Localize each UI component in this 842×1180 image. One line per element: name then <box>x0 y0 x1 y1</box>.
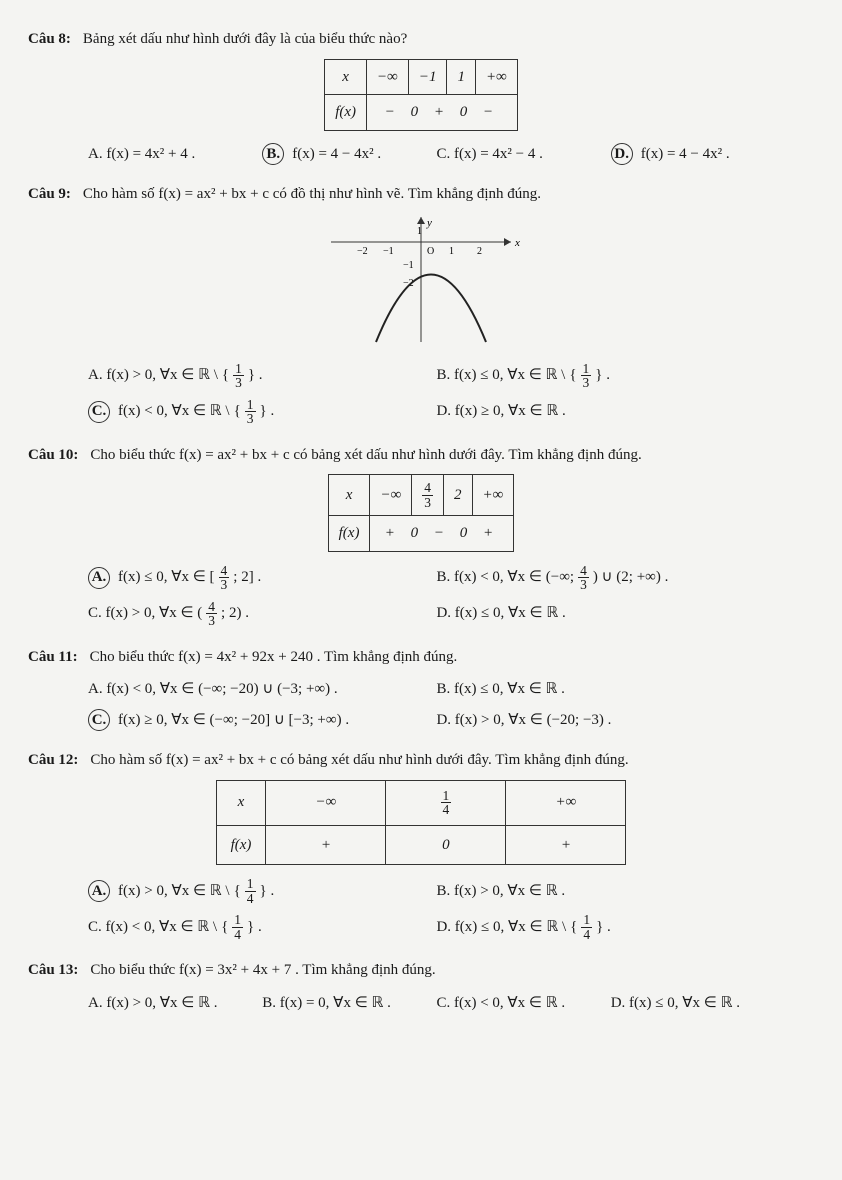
q12-sign-table: x −∞ 14 +∞ f(x) + 0 + <box>216 780 627 866</box>
q10-opt-d: D. f(x) ≤ 0, ∀x ∈ ℝ . <box>436 600 784 628</box>
q8-t-r1c5: +∞ <box>475 59 517 95</box>
q8-opt-c: C. f(x) = 4x² − 4 . <box>436 143 610 166</box>
q8-t-r1c2: −∞ <box>367 59 409 95</box>
question-9: Câu 9: Cho hàm số f(x) = ax² + bx + c có… <box>28 183 814 430</box>
q12-opt-c: C. f(x) < 0, ∀x ∈ ℝ \ {14} . <box>88 913 436 941</box>
svg-text:−1: −1 <box>383 246 394 257</box>
circled-a-icon: A. <box>88 567 110 589</box>
q8-num: Câu 8: <box>28 28 71 51</box>
q8-t-r1c1: x <box>325 59 367 95</box>
svg-text:O: O <box>427 246 434 257</box>
svg-text:−2: −2 <box>357 246 368 257</box>
circled-b-icon: B. <box>262 143 284 165</box>
q9-text: Cho hàm số f(x) = ax² + bx + c có đồ thị… <box>83 183 814 206</box>
q11-opt-c: C.f(x) ≥ 0, ∀x ∈ (−∞; −20] ∪ [−3; +∞) . <box>88 709 436 732</box>
q11-opt-a: A. f(x) < 0, ∀x ∈ (−∞; −20) ∪ (−3; +∞) . <box>88 678 436 701</box>
q10-opt-c: C. f(x) > 0, ∀x ∈ (43; 2) . <box>88 600 436 628</box>
circled-a-icon: A. <box>88 880 110 902</box>
q9-graph: y x 1 −2 −1 O 1 2 −1 −2 <box>311 212 531 352</box>
question-10: Câu 10: Cho biểu thức f(x) = ax² + bx + … <box>28 444 814 632</box>
q8-sign-table: x −∞ −1 1 +∞ f(x) − 0 + 0 − <box>324 59 518 131</box>
q9-opt-a: A. f(x) > 0, ∀x ∈ ℝ \ {13} . <box>88 362 436 390</box>
q8-t-r1c3: −1 <box>408 59 447 95</box>
q12-text: Cho hàm số f(x) = ax² + bx + c có bảng x… <box>90 749 814 772</box>
q10-opt-a: A. f(x) ≤ 0, ∀x ∈ [43; 2] . <box>88 564 436 592</box>
q8-opt-a: A. f(x) = 4x² + 4 . <box>88 143 262 166</box>
question-12: Câu 12: Cho hàm số f(x) = ax² + bx + c c… <box>28 749 814 945</box>
circled-c-icon: C. <box>88 709 110 731</box>
q9-opt-d: D. f(x) ≥ 0, ∀x ∈ ℝ . <box>436 398 784 426</box>
q10-opt-b: B. f(x) < 0, ∀x ∈ (−∞; 43) ∪ (2; +∞) . <box>436 564 784 592</box>
svg-text:2: 2 <box>477 246 482 257</box>
q9-num: Câu 9: <box>28 183 71 206</box>
q8-text: Bảng xét dấu như hình dưới đây là của bi… <box>83 28 814 51</box>
question-11: Câu 11: Cho biểu thức f(x) = 4x² + 92x +… <box>28 646 814 736</box>
q10-sign-table: x −∞ 43 2 +∞ f(x) + 0 − 0 + <box>328 474 515 552</box>
question-8: Câu 8: Bảng xét dấu như hình dưới đây là… <box>28 28 814 169</box>
q13-opt-d: D. f(x) ≤ 0, ∀x ∈ ℝ . <box>611 992 785 1015</box>
svg-text:1: 1 <box>449 246 454 257</box>
q12-opt-a: A. f(x) > 0, ∀x ∈ ℝ \ {14} . <box>88 877 436 905</box>
q12-num: Câu 12: <box>28 749 78 772</box>
q10-text: Cho biểu thức f(x) = ax² + bx + c có bản… <box>90 444 814 467</box>
q11-opt-b: B. f(x) ≤ 0, ∀x ∈ ℝ . <box>436 678 784 701</box>
svg-text:1: 1 <box>417 226 422 237</box>
q13-num: Câu 13: <box>28 959 78 982</box>
q8-t-r2c2: − 0 + 0 − <box>367 95 518 131</box>
circled-d-icon: D. <box>611 143 633 165</box>
circled-c-icon: C. <box>88 401 110 423</box>
q11-num: Câu 11: <box>28 646 78 669</box>
q13-text: Cho biểu thức f(x) = 3x² + 4x + 7 . Tìm … <box>90 959 814 982</box>
q8-t-r1c4: 1 <box>447 59 476 95</box>
q9-opt-b: B. f(x) ≤ 0, ∀x ∈ ℝ \ {13} . <box>436 362 784 390</box>
q9-opt-c: C. f(x) < 0, ∀x ∈ ℝ \ {13} . <box>88 398 436 426</box>
q8-opt-b: B.f(x) = 4 − 4x² . <box>262 143 436 166</box>
svg-text:−1: −1 <box>403 260 414 271</box>
q10-num: Câu 10: <box>28 444 78 467</box>
q12-opt-d: D. f(x) ≤ 0, ∀x ∈ ℝ \ {14} . <box>436 913 784 941</box>
svg-text:x: x <box>514 237 520 249</box>
q8-t-r2c1: f(x) <box>325 95 367 131</box>
q11-text: Cho biểu thức f(x) = 4x² + 92x + 240 . T… <box>90 646 814 669</box>
q11-opt-d: D. f(x) > 0, ∀x ∈ (−20; −3) . <box>436 709 784 732</box>
svg-text:y: y <box>426 217 432 229</box>
q13-opt-a: A. f(x) > 0, ∀x ∈ ℝ . <box>88 992 262 1015</box>
q13-opt-b: B. f(x) = 0, ∀x ∈ ℝ . <box>262 992 436 1015</box>
q12-opt-b: B. f(x) > 0, ∀x ∈ ℝ . <box>436 877 784 905</box>
q13-opt-c: C. f(x) < 0, ∀x ∈ ℝ . <box>436 992 610 1015</box>
q8-opt-d: D.f(x) = 4 − 4x² . <box>611 143 785 166</box>
question-13: Câu 13: Cho biểu thức f(x) = 3x² + 4x + … <box>28 959 814 1018</box>
